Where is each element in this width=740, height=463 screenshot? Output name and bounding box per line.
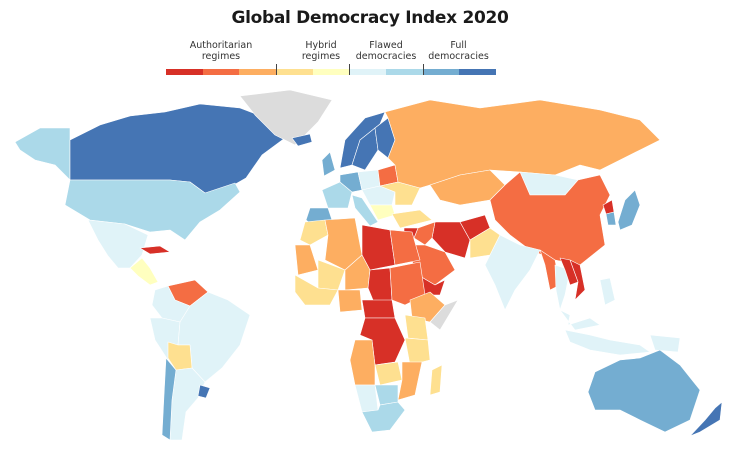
legend-swatch [166, 69, 204, 75]
country-malaysia [559, 309, 601, 331]
legend-divider [422, 64, 424, 75]
country-south-africa [361, 401, 406, 433]
country-botswana [374, 384, 399, 406]
country-france [321, 181, 353, 209]
country-somalia [429, 299, 459, 331]
country-angola [349, 339, 376, 386]
legend-swatch [349, 69, 387, 75]
country-zambia [374, 361, 403, 386]
country-chile [161, 357, 177, 441]
country-canada [69, 103, 286, 194]
country-japan [617, 189, 641, 231]
country-namibia [354, 384, 379, 413]
legend-swatch [422, 69, 460, 75]
country-kenya [404, 314, 429, 341]
country-italy [351, 194, 379, 227]
country-libya [361, 224, 396, 271]
legend-swatch [276, 69, 314, 75]
country-west-africa [294, 274, 339, 306]
legend-label-flawed: Flawed democracies [355, 40, 417, 62]
legend-swatch [202, 69, 240, 75]
legend-divider [349, 64, 351, 75]
legend-divider [276, 64, 277, 75]
legend-swatch [459, 69, 497, 75]
country-cuba [139, 245, 171, 255]
country-australia [587, 349, 701, 433]
country-germany [339, 171, 363, 193]
country-greenland [239, 89, 333, 146]
country-south-korea [605, 211, 617, 226]
legend-label-hybrid: Hybrid regimes [301, 40, 341, 62]
legend-label-authoritarian: Authoritarian regimes [189, 40, 253, 62]
country-car [361, 299, 396, 319]
country-morocco [299, 219, 329, 246]
country-iraq [413, 221, 436, 246]
legend-swatch [239, 69, 277, 75]
country-chad [367, 267, 393, 306]
country-papua-new-guinea [649, 334, 681, 353]
country-iceland [291, 133, 313, 147]
country-eastern-europe [361, 185, 396, 206]
country-tanzania [404, 337, 431, 366]
country-turkey [391, 209, 433, 229]
legend-swatch [312, 69, 350, 75]
legend-label-full: Full democracies [428, 40, 489, 62]
country-egypt [389, 229, 421, 266]
country-india [484, 234, 541, 311]
country-myanmar [539, 249, 561, 291]
country-argentina [169, 367, 206, 441]
country-uk [321, 151, 336, 177]
country-laos [559, 257, 579, 286]
country-mauritania [294, 244, 319, 276]
country-alaska [14, 127, 71, 181]
country-mozambique [397, 361, 423, 401]
country-madagascar [429, 364, 443, 396]
legend: Authoritarian regimes Hybrid regimes Fla… [166, 40, 497, 80]
country-philippines [599, 277, 616, 306]
map-title: Global Democracy Index 2020 [231, 8, 509, 28]
country-nigeria [337, 289, 363, 313]
country-new-zealand [689, 401, 723, 437]
country-indonesia [564, 329, 651, 356]
country-uruguay [197, 384, 211, 399]
country-brazil [177, 291, 251, 383]
legend-swatch [386, 69, 424, 75]
country-central-america [129, 257, 159, 286]
